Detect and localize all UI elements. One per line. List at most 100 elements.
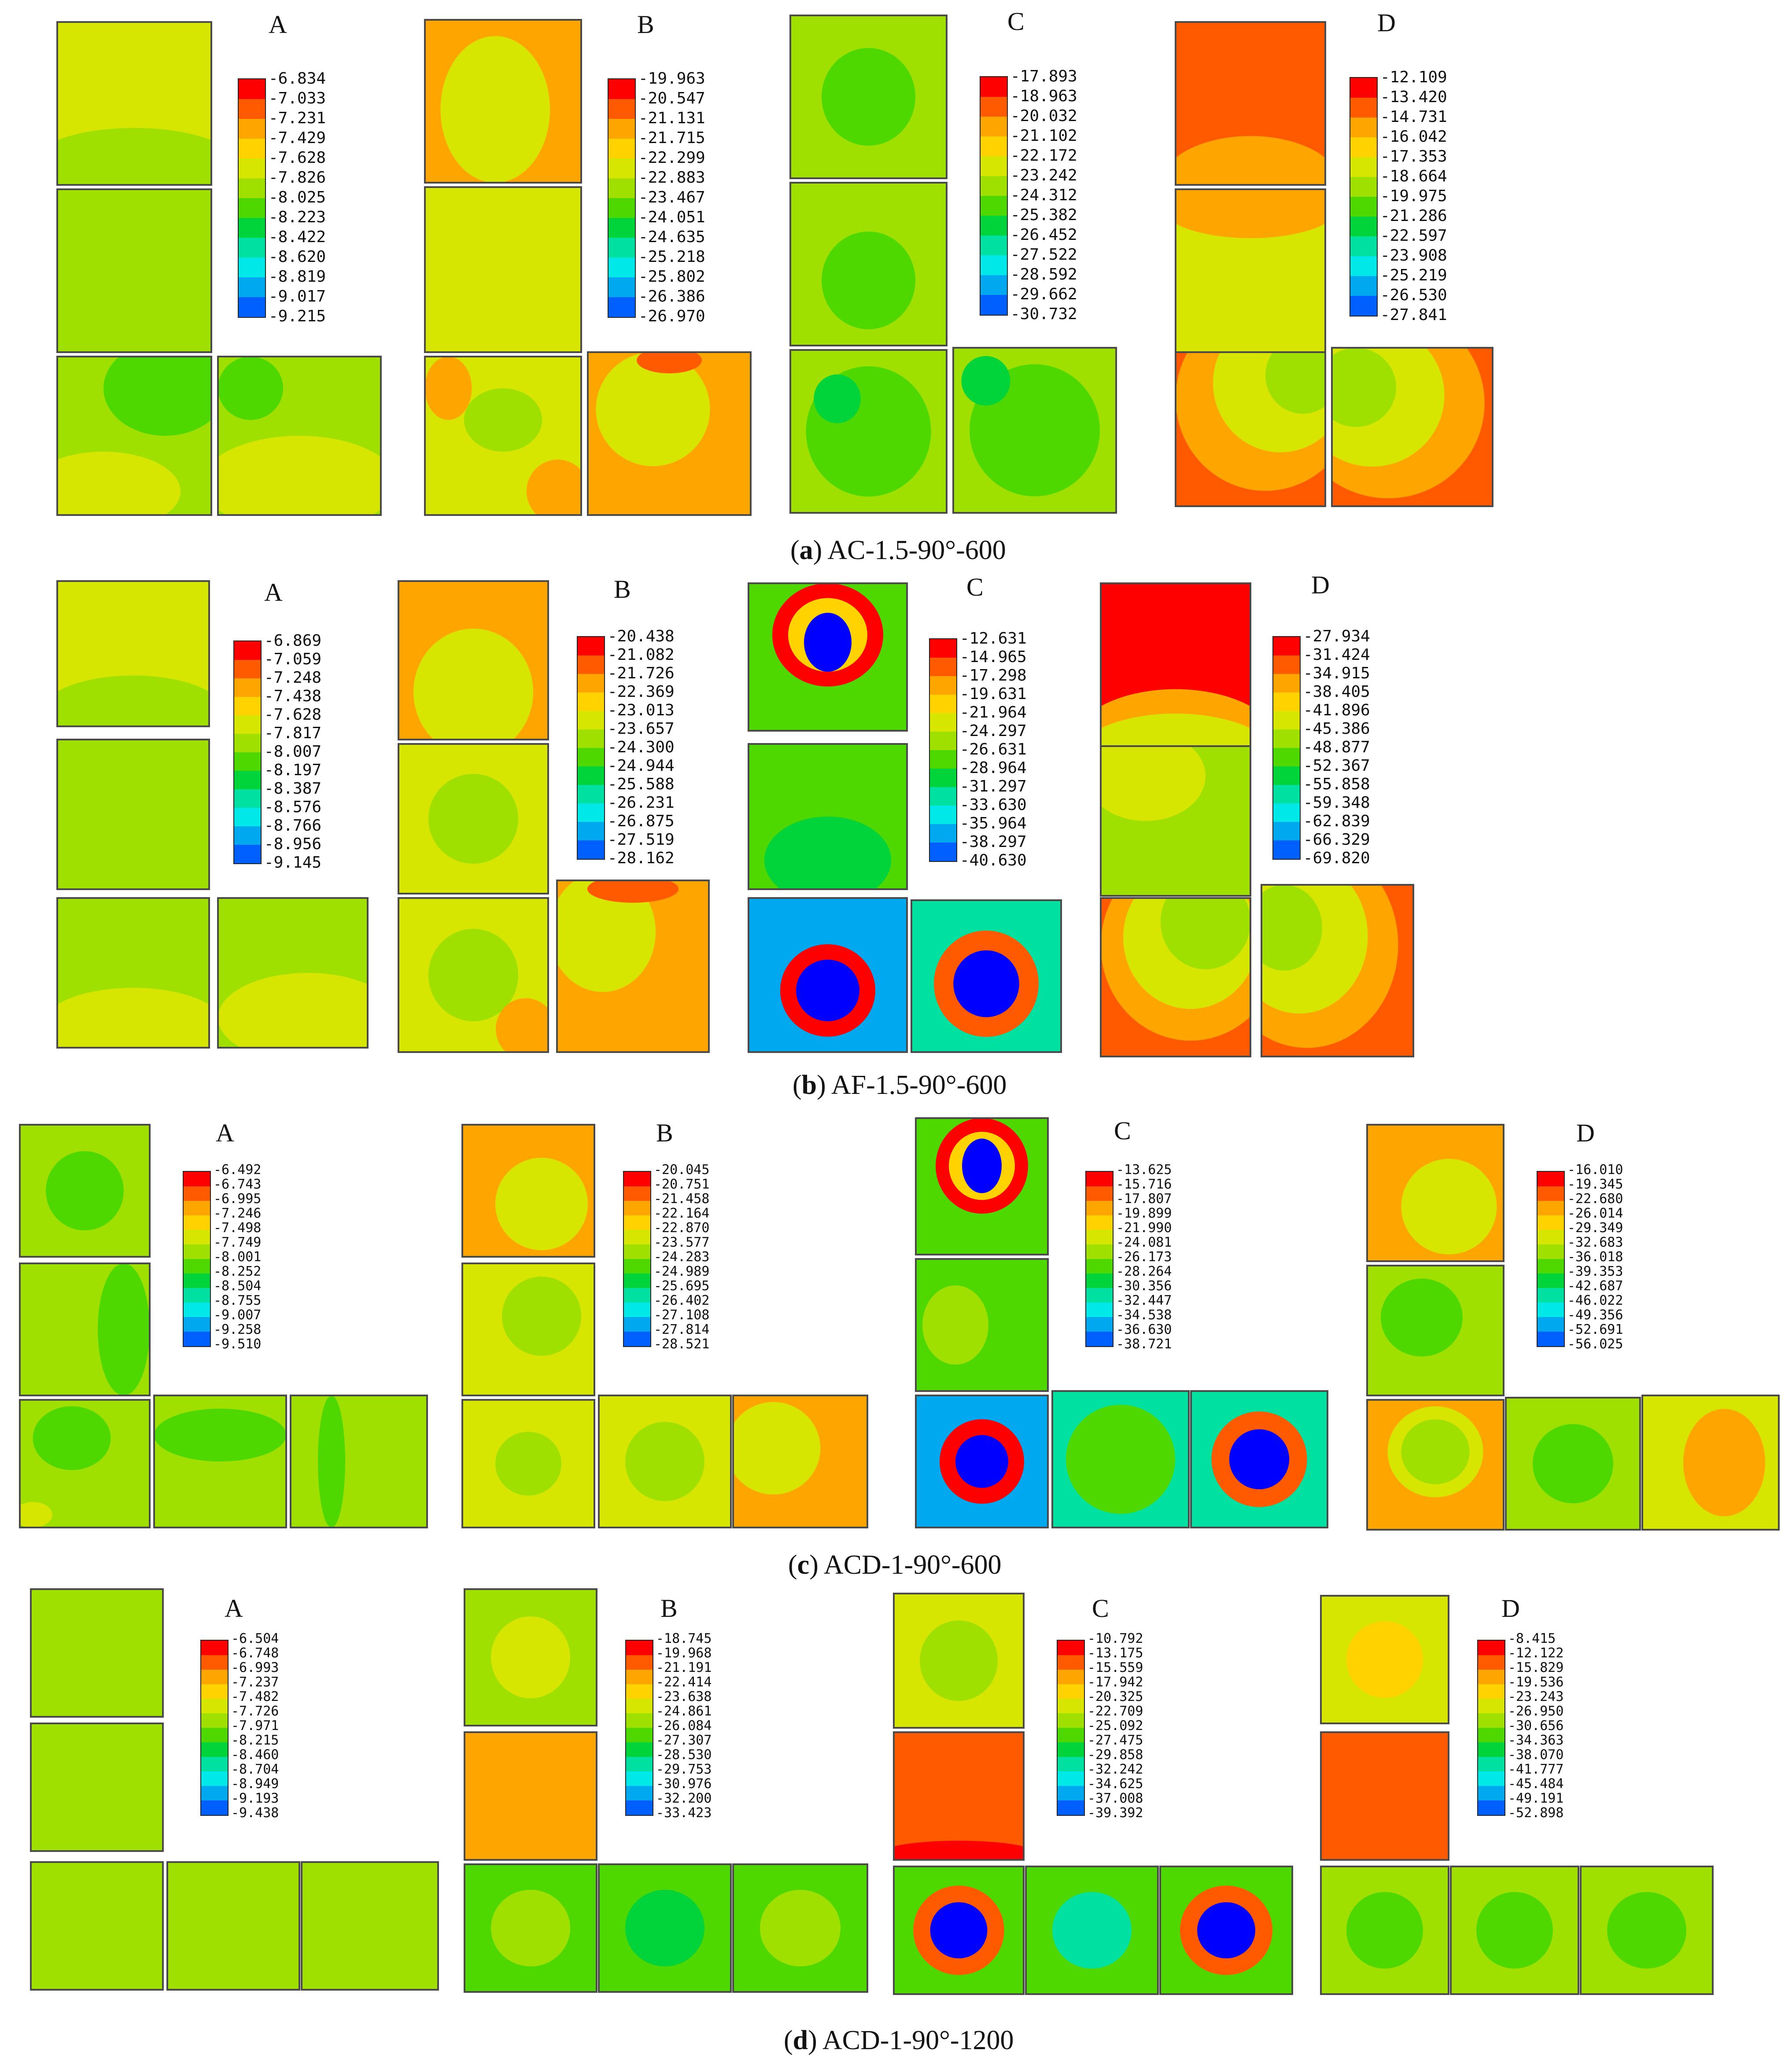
legend-value: -8.387 [264, 780, 322, 798]
contour-region [1683, 1409, 1765, 1517]
contour-region [625, 1890, 704, 1966]
legend-value: -16.042 [1380, 128, 1447, 146]
legend-value: -8.956 [264, 835, 322, 853]
legend-value: -21.990 [1116, 1220, 1172, 1236]
contour-region [733, 1402, 821, 1494]
legend-value: -20.438 [608, 627, 675, 645]
legend-value: -55.858 [1303, 775, 1370, 793]
legend-value: -40.630 [960, 851, 1027, 869]
panel-label: C [1007, 7, 1025, 36]
legend-value: -24.989 [654, 1264, 710, 1279]
panel-label: B [637, 10, 654, 39]
legend-colorbar [1350, 77, 1378, 317]
legend-value: -24.300 [608, 738, 675, 756]
legend-value: -69.820 [1303, 849, 1370, 867]
stress-block [424, 356, 582, 516]
legend-value: -27.307 [656, 1733, 712, 1748]
contour-region [1176, 136, 1325, 185]
legend-value: -23.467 [638, 188, 705, 206]
caption-d: (d) ACD-1-90°-1200 [784, 2025, 1014, 2055]
legend-colorbar [980, 76, 1008, 316]
stress-block [598, 1863, 732, 1993]
legend-value: -7.059 [264, 650, 322, 668]
legend-value: -26.950 [1508, 1704, 1564, 1719]
contour-region [962, 1138, 1002, 1193]
legend-value: -8.215 [231, 1733, 279, 1748]
legend-value: -31.424 [1303, 646, 1370, 664]
contour-region [1052, 1892, 1132, 1969]
stress-block [1366, 1124, 1504, 1262]
legend-value: -66.329 [1303, 831, 1370, 849]
stress-block [56, 580, 210, 727]
legend-value: -20.032 [1010, 107, 1077, 125]
legend-value: -23.577 [654, 1235, 710, 1250]
stress-block [30, 1861, 164, 1991]
legend-value: -12.109 [1380, 68, 1447, 86]
stress-block [748, 897, 908, 1053]
legend-colorbar [1477, 1640, 1505, 1816]
legend-value: -8.223 [269, 208, 326, 226]
legend-value: -7.628 [264, 706, 322, 724]
contour-region [526, 460, 581, 515]
stress-block [1641, 1395, 1780, 1531]
stress-block [911, 899, 1062, 1053]
legend-value: -37.008 [1088, 1791, 1143, 1806]
legend-value: -26.631 [960, 740, 1027, 758]
stress-block [30, 1588, 164, 1718]
stress-block [1505, 1397, 1641, 1531]
legend-value: -26.173 [1116, 1249, 1172, 1265]
legend-value: -7.033 [269, 89, 326, 107]
stress-block [1580, 1866, 1714, 1995]
contour-region [464, 388, 542, 452]
legend-value: -22.369 [608, 683, 675, 701]
stress-block [732, 1395, 868, 1528]
legend-value: -9.510 [214, 1336, 262, 1352]
legend-value: -7.231 [269, 109, 326, 127]
legend-value: -8.415 [1508, 1631, 1556, 1646]
legend-value: -12.631 [960, 629, 1027, 648]
legend-value: -30.656 [1508, 1718, 1564, 1734]
stress-block [789, 182, 948, 346]
legend-value: -28.592 [1010, 265, 1077, 283]
legend-value: -52.367 [1303, 757, 1370, 775]
legend-value: -27.814 [654, 1322, 710, 1337]
contour-region [491, 1890, 570, 1966]
legend-value: -20.325 [1088, 1689, 1143, 1704]
stress-block [1366, 1399, 1504, 1531]
stress-block [19, 1124, 151, 1258]
legend-colorbar [1537, 1171, 1565, 1347]
legend-value: -18.963 [1010, 87, 1077, 105]
legend-value: -62.839 [1303, 812, 1370, 830]
panel-label: C [966, 573, 984, 601]
contour-region [425, 357, 472, 420]
panel-label: B [614, 575, 631, 604]
stress-block [556, 880, 710, 1053]
legend-value: -49.356 [1567, 1307, 1623, 1323]
legend-value: -8.949 [231, 1776, 279, 1792]
legend-value: -7.817 [264, 724, 322, 742]
stress-block [915, 1117, 1049, 1255]
contour-region [557, 880, 656, 992]
contour-region [57, 128, 211, 185]
legend-value: -17.942 [1088, 1675, 1143, 1690]
legend-value: -18.745 [656, 1631, 712, 1646]
legend-value: -6.492 [214, 1162, 262, 1178]
legend-value: -8.197 [264, 761, 322, 779]
contour-region [596, 352, 710, 466]
contour-region [1332, 348, 1396, 427]
legend-value: -6.748 [231, 1645, 279, 1661]
stress-block [893, 1866, 1025, 1995]
legend-value: -35.964 [960, 814, 1027, 832]
legend-value: -7.237 [231, 1675, 279, 1690]
legend-value: -18.664 [1380, 167, 1447, 185]
stress-block [732, 1863, 868, 1993]
stress-block [56, 21, 212, 186]
legend-value: -32.447 [1116, 1293, 1172, 1308]
stress-block [30, 1723, 164, 1852]
legend-colorbar [200, 1640, 229, 1816]
contour-region [98, 1263, 150, 1395]
legend-value: -21.964 [960, 703, 1027, 721]
contour-region [218, 357, 283, 420]
legend-value: -21.102 [1010, 127, 1077, 145]
